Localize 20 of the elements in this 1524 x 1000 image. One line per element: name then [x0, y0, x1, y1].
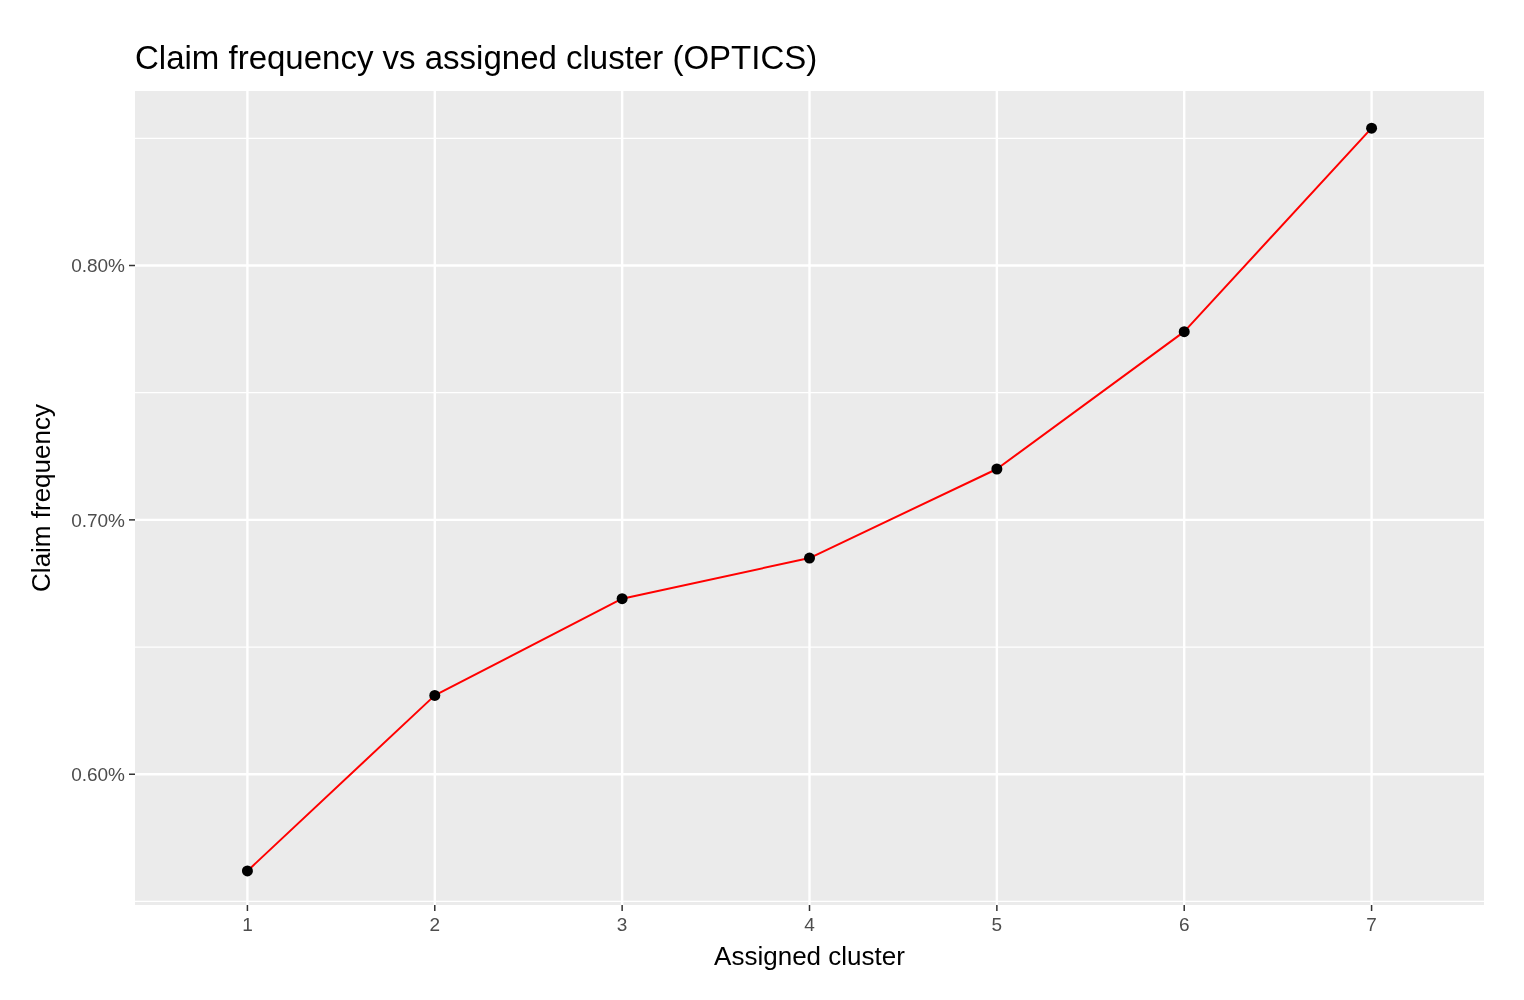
y-tick-label: 0.80%	[71, 255, 126, 277]
x-axis-title: Assigned cluster	[714, 941, 906, 971]
point	[991, 463, 1003, 475]
y-tick-label: 0.60%	[71, 763, 126, 785]
x-tick-label: 5	[991, 914, 1003, 935]
x-tick-label: 2	[429, 914, 441, 935]
point	[616, 593, 628, 605]
x-tick-label: 4	[804, 914, 816, 935]
point	[804, 552, 815, 564]
y-tick-label: 0.70%	[71, 509, 126, 531]
x-tick-label: 7	[1366, 914, 1377, 935]
chart-title: Claim frequency vs assigned cluster (OPTICS)	[135, 39, 818, 76]
point	[429, 689, 441, 701]
point	[1366, 122, 1378, 134]
y-axis-title: Claim frequency	[26, 404, 56, 592]
point	[241, 865, 253, 877]
point	[1178, 326, 1190, 338]
x-tick-label: 6	[1178, 914, 1190, 935]
x-tick-label: 3	[616, 914, 628, 935]
x-tick-label: 1	[242, 914, 253, 935]
